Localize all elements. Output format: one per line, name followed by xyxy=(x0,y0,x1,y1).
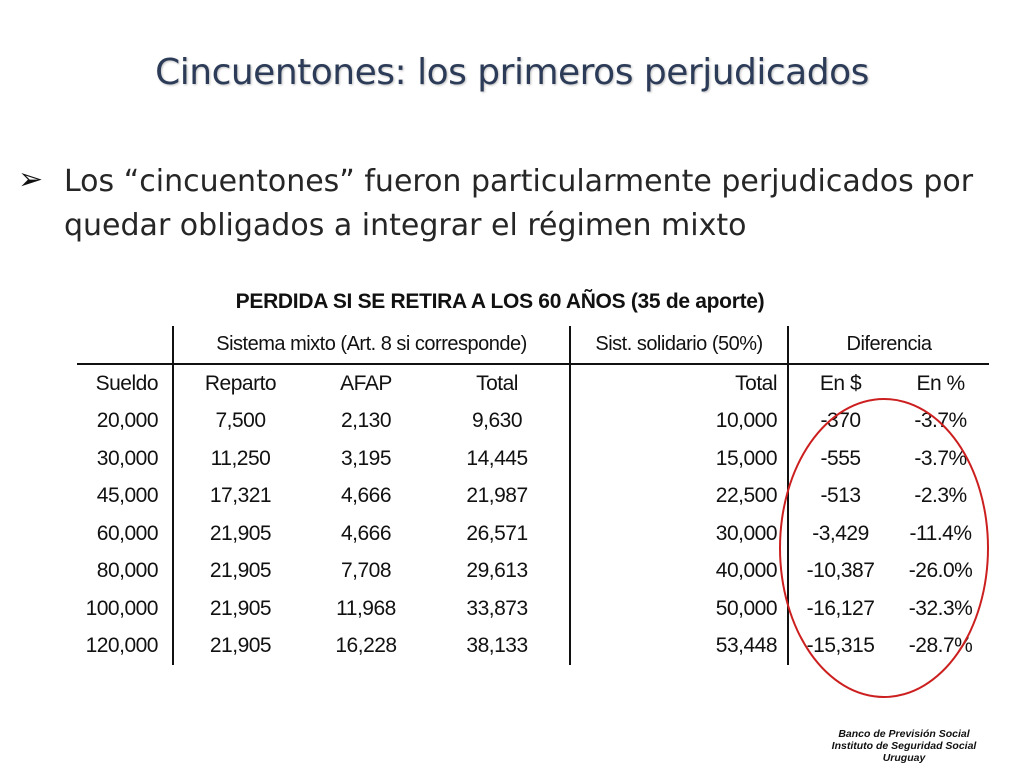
cell-diferencia-pesos: -10,387 xyxy=(787,552,893,590)
cell-reparto: 21,905 xyxy=(172,627,307,665)
column-header-total-solidario: Total xyxy=(569,364,789,403)
pension-loss-table: Sistema mixto (Art. 8 si corresponde) Si… xyxy=(77,326,990,665)
cell-diferencia-pesos: -3,429 xyxy=(787,515,893,553)
cell-afap: 7,708 xyxy=(340,559,392,583)
cell-total-mixto: 14,445 xyxy=(466,446,528,470)
cell-afap: 2,130 xyxy=(340,409,392,433)
cell-diferencia-porcentaje: -3.7% xyxy=(914,446,967,470)
cell-total-mixto: 38,133 xyxy=(466,634,528,658)
cell-afap: 3,195 xyxy=(340,446,392,470)
table-row: 45,000 17,321 4,666 21,987 22,500 -513 -2.3% xyxy=(77,477,989,515)
cell-reparto: 21,905 xyxy=(172,515,307,553)
cell-diferencia-porcentaje: -11.4% xyxy=(909,521,972,545)
cell-total-solidario: 22,500 xyxy=(569,477,789,515)
cell-diferencia-porcentaje: -3.7% xyxy=(914,409,967,433)
cell-reparto: 21,905 xyxy=(172,590,307,628)
cell-afap: 11,968 xyxy=(336,596,396,620)
cell-sueldo: 45,000 xyxy=(96,484,159,508)
slide-title: Cincuentones: los primeros perjudicados xyxy=(155,52,869,93)
cell-sueldo: 80,000 xyxy=(96,559,159,583)
column-header-afap: AFAP xyxy=(340,371,392,395)
cell-diferencia-pesos: -370 xyxy=(787,402,893,440)
cell-diferencia-pesos: -513 xyxy=(787,477,893,515)
bullet-text: Los “cincuentones” fueron particularment… xyxy=(64,164,974,243)
cell-diferencia-porcentaje: -2.3% xyxy=(914,484,967,508)
table-row: 30,000 11,250 3,195 14,445 15,000 -555 -3.7% xyxy=(77,440,989,478)
cell-total-solidario: 53,448 xyxy=(569,627,789,665)
cell-diferencia-pesos: -555 xyxy=(787,440,893,478)
footer-institution: Banco de Previsión Social Instituto de S… xyxy=(794,728,1014,764)
cell-total-mixto: 21,987 xyxy=(466,484,528,508)
table-title: PERDIDA SI SE RETIRA A LOS 60 AÑOS (35 d… xyxy=(235,290,765,313)
group-header-solidario: Sist. solidario (50%) xyxy=(569,326,789,365)
group-header-mixto: Sistema mixto (Art. 8 si corresponde) xyxy=(171,326,571,365)
cell-total-mixto: 9,630 xyxy=(471,409,523,433)
cell-reparto: 11,250 xyxy=(172,440,307,478)
column-header-en-pesos: En $ xyxy=(787,364,893,403)
cell-total-mixto: 29,613 xyxy=(466,559,528,583)
table-row: 100,000 21,905 11,968 33,873 50,000 -16,127 -3… xyxy=(77,590,989,628)
table-column-header-row: Sueldo Reparto AFAP Total Total En $ En … xyxy=(77,364,989,403)
table-row: 120,000 21,905 16,228 38,133 53,448 -15,315 -2… xyxy=(77,627,989,665)
cell-total-solidario: 40,000 xyxy=(569,552,789,590)
cell-reparto: 7,500 xyxy=(172,402,307,440)
cell-diferencia-pesos: -15,315 xyxy=(787,627,893,665)
cell-total-solidario: 50,000 xyxy=(569,590,789,628)
cell-reparto: 17,321 xyxy=(172,477,307,515)
column-header-sueldo: Sueldo xyxy=(95,371,159,395)
cell-sueldo: 20,000 xyxy=(96,409,159,433)
cell-afap: 4,666 xyxy=(340,484,392,508)
cell-reparto: 21,905 xyxy=(172,552,307,590)
cell-total-solidario: 30,000 xyxy=(569,515,789,553)
table-row: 80,000 21,905 7,708 29,613 40,000 -10,387 -26.… xyxy=(77,552,989,590)
column-header-reparto: Reparto xyxy=(172,364,307,403)
cell-total-mixto: 33,873 xyxy=(466,596,528,620)
group-header-diferencia: Diferencia xyxy=(787,326,990,365)
cell-diferencia-porcentaje: -32.3% xyxy=(908,596,973,620)
table-row: 20,000 7,500 2,130 9,630 10,000 -370 -3.7% xyxy=(77,402,989,440)
cell-total-solidario: 10,000 xyxy=(569,402,789,440)
column-header-total-mixto: Total xyxy=(476,371,518,395)
table-row: 60,000 21,905 4,666 26,571 30,000 -3,429 -11.4… xyxy=(77,515,989,553)
cell-diferencia-porcentaje: -26.0% xyxy=(908,559,973,583)
cell-total-solidario: 15,000 xyxy=(569,440,789,478)
group-header-blank xyxy=(77,326,173,365)
footer-line-3: Uruguay xyxy=(882,752,926,764)
arrow-bullet-icon: ➢ xyxy=(18,163,44,196)
table-body: 20,000 7,500 2,130 9,630 10,000 -370 -3.7% 30,0… xyxy=(77,402,989,665)
cell-sueldo: 100,000 xyxy=(85,596,159,620)
footer-line-2: Instituto de Seguridad Social xyxy=(831,740,977,752)
cell-sueldo: 60,000 xyxy=(96,521,159,545)
cell-diferencia-porcentaje: -28.7% xyxy=(908,634,973,658)
cell-sueldo: 30,000 xyxy=(96,446,159,470)
cell-afap: 4,666 xyxy=(340,521,392,545)
table-group-header-row: Sistema mixto (Art. 8 si corresponde) Si… xyxy=(77,326,990,365)
cell-afap: 16,228 xyxy=(335,634,397,658)
cell-diferencia-pesos: -16,127 xyxy=(787,590,893,628)
cell-sueldo: 120,000 xyxy=(85,634,159,658)
bullet-point: ➢ Los “cincuentones” fueron particularme… xyxy=(18,160,1008,248)
footer-line-1: Banco de Previsión Social xyxy=(838,728,970,740)
column-header-en-porcentaje: En % xyxy=(916,371,965,395)
cell-total-mixto: 26,571 xyxy=(466,521,528,545)
